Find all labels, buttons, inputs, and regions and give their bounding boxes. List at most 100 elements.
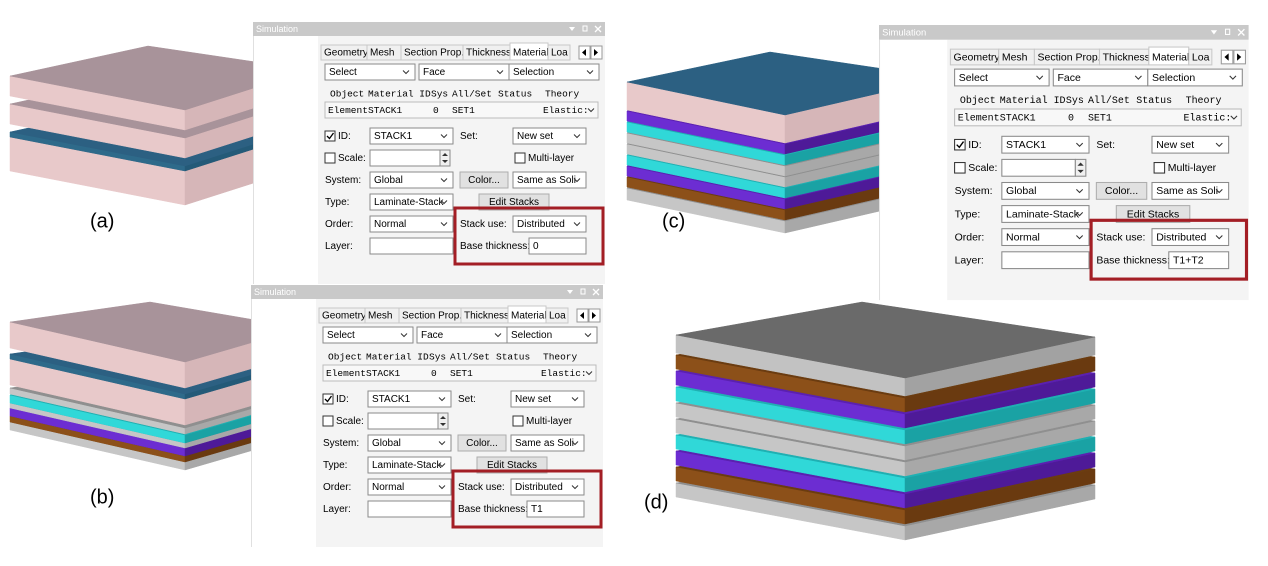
spinner[interactable]: [437, 412, 449, 430]
dropdown[interactable]: [512, 215, 587, 233]
button[interactable]: [1095, 181, 1148, 200]
checkbox[interactable]: [954, 162, 966, 174]
menu-icon[interactable]: [567, 290, 573, 294]
input[interactable]: [369, 237, 454, 255]
input[interactable]: [526, 500, 585, 518]
property-panel: Simulation Geometry Mesh Section Prop. Thick…: [251, 285, 603, 547]
menu-icon[interactable]: [569, 27, 575, 31]
checkbox[interactable]: [324, 152, 336, 164]
tab-label: Loa: [1192, 51, 1210, 63]
button-label: Color...: [466, 438, 498, 449]
input[interactable]: [1168, 251, 1230, 270]
chevron: [438, 463, 446, 468]
input[interactable]: [1001, 158, 1076, 177]
dropdown[interactable]: [369, 127, 454, 145]
dropdown[interactable]: [367, 434, 452, 452]
layer-stack: [9, 301, 303, 471]
dropdown[interactable]: [369, 171, 454, 189]
input[interactable]: [367, 500, 452, 518]
chevron: [573, 134, 581, 139]
dropdown-value: Select: [327, 330, 355, 341]
checkbox[interactable]: [1153, 162, 1166, 174]
dropdown[interactable]: [369, 215, 454, 233]
pin-icon[interactable]: [582, 25, 588, 32]
field-label: System:: [323, 438, 359, 449]
field-label: Set:: [458, 394, 476, 405]
button[interactable]: [459, 171, 509, 189]
tab[interactable]: [545, 307, 569, 324]
checkbox[interactable]: [322, 393, 334, 405]
field-label: Base thickness:: [458, 504, 528, 515]
dropdown[interactable]: [512, 127, 587, 145]
chevron: [438, 397, 446, 402]
chevron: [1076, 142, 1084, 148]
table-header: Status: [1136, 95, 1172, 106]
tab-label: Thickness: [1103, 51, 1150, 63]
dropdown[interactable]: [1151, 181, 1230, 200]
spinner[interactable]: [439, 149, 451, 167]
dropdown[interactable]: [510, 390, 585, 408]
layer-stack: [626, 51, 946, 234]
dropdown-value: Face: [1058, 72, 1082, 84]
dropdown[interactable]: [322, 326, 414, 344]
table-header: All/Set: [452, 89, 492, 100]
button[interactable]: [1115, 205, 1191, 223]
tab[interactable]: [547, 44, 571, 61]
dropdown[interactable]: [512, 171, 587, 189]
figure-label: (b): [90, 486, 114, 508]
checkbox[interactable]: [322, 415, 334, 427]
pin-icon[interactable]: [1224, 28, 1231, 35]
field-label: System:: [955, 185, 993, 197]
close-icon[interactable]: [1237, 28, 1245, 36]
input[interactable]: [367, 412, 439, 430]
dropdown-value: Global: [374, 175, 403, 186]
input[interactable]: [369, 149, 441, 167]
dropdown[interactable]: [510, 478, 585, 496]
button-label: Edit Stacks: [489, 197, 539, 208]
spinner[interactable]: [1074, 158, 1087, 177]
tab[interactable]: [1188, 48, 1213, 66]
dropdown[interactable]: [1151, 228, 1230, 247]
menu-icon[interactable]: [1210, 30, 1218, 35]
dropdown[interactable]: [1001, 135, 1090, 154]
checkbox[interactable]: [512, 415, 524, 427]
dropdown[interactable]: [1147, 68, 1243, 87]
pin-icon[interactable]: [580, 288, 586, 295]
dropdown[interactable]: [367, 456, 452, 474]
check: [956, 141, 965, 149]
checkbox[interactable]: [514, 152, 526, 164]
table-header: Sys: [1066, 95, 1084, 106]
panel-title: Simulation: [882, 27, 926, 38]
table-header: All/Set: [1088, 95, 1130, 106]
close-icon[interactable]: [592, 288, 600, 296]
table-header: Theory: [1186, 95, 1222, 106]
dropdown[interactable]: [510, 434, 585, 452]
dropdown[interactable]: [1001, 228, 1090, 247]
dropdown[interactable]: [369, 193, 454, 211]
chevron: [400, 333, 408, 338]
dropdown[interactable]: [1001, 181, 1090, 200]
table-row-box: [954, 108, 1242, 127]
button[interactable]: [457, 434, 507, 452]
input-value: 0: [533, 241, 539, 252]
chevron: [438, 441, 446, 446]
dropdown[interactable]: [1151, 135, 1230, 154]
highlight-box: [451, 469, 603, 529]
arrow: [592, 312, 596, 319]
arrow: [594, 49, 598, 56]
checkbox[interactable]: [954, 138, 966, 151]
input[interactable]: [528, 237, 587, 255]
dropdown[interactable]: [1001, 205, 1090, 223]
dropdown[interactable]: [367, 390, 452, 408]
button[interactable]: [478, 193, 550, 211]
checkbox[interactable]: [324, 130, 336, 142]
dropdown[interactable]: [954, 68, 1050, 87]
dropdown[interactable]: [367, 478, 452, 496]
input[interactable]: [1001, 251, 1090, 270]
dropdown[interactable]: [508, 63, 600, 81]
dropdown[interactable]: [506, 326, 598, 344]
close-icon[interactable]: [594, 25, 602, 33]
dropdown[interactable]: [324, 63, 416, 81]
button[interactable]: [476, 456, 548, 474]
chevron: [1036, 75, 1044, 80]
